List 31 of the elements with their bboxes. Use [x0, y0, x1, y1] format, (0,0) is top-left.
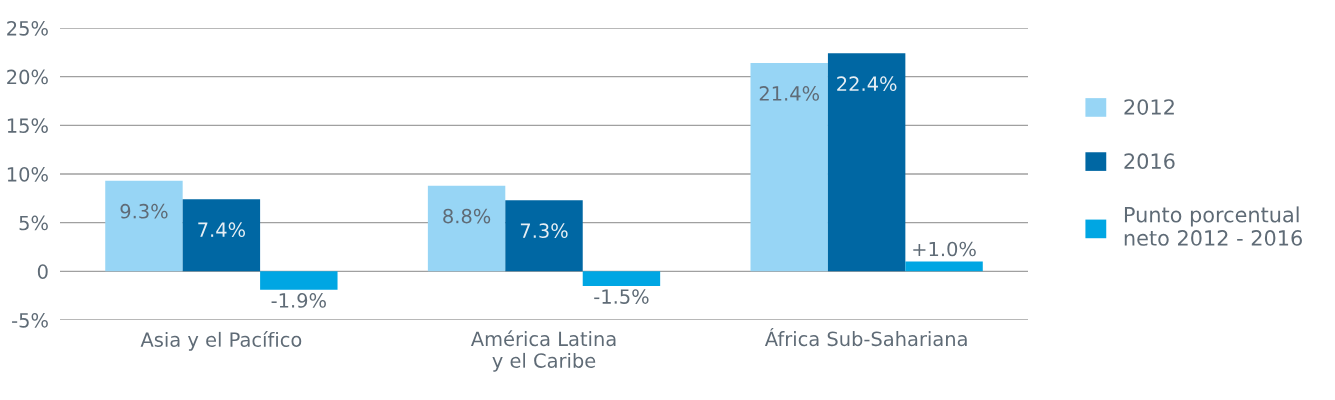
data-label: +1.0%: [913, 241, 976, 257]
legend-label: Punto porcentual neto 2012 - 2016: [1124, 206, 1302, 246]
x-tick-label: África Sub-Sahariana: [764, 327, 967, 347]
y-tick-label: 0: [37, 264, 48, 279]
data-label: 8.8%: [443, 208, 491, 224]
legend-label: 2016: [1124, 153, 1175, 170]
y-tick-label: 25%: [7, 20, 48, 36]
legend-label: 2012: [1124, 99, 1174, 115]
bar: [260, 271, 338, 290]
data-label: 9.3%: [120, 203, 168, 219]
x-tick-label: América Latina y el Caribe: [470, 330, 616, 372]
bar: [182, 199, 261, 272]
data-label: 7.4%: [198, 222, 246, 238]
bar: [582, 271, 661, 286]
bar: [905, 261, 983, 272]
data-label: -1.5%: [594, 289, 649, 304]
x-tick-label: Asia y el Pacífico: [140, 331, 302, 351]
data-label: 7.3%: [520, 223, 568, 239]
bar: [750, 63, 828, 272]
bar: [827, 53, 906, 272]
y-tick-label: 15%: [7, 118, 48, 133]
y-tick-label: -5%: [12, 312, 48, 328]
y-tick-label: 10%: [7, 166, 48, 182]
data-label: -1.9%: [271, 293, 326, 308]
data-label: 21.4%: [759, 86, 820, 101]
bar: [505, 200, 583, 272]
y-tick-label: 5%: [19, 215, 48, 231]
bar: [427, 185, 506, 272]
data-label: 22.4%: [837, 76, 897, 92]
bar: [105, 180, 183, 272]
y-tick-label: 20%: [7, 69, 48, 85]
